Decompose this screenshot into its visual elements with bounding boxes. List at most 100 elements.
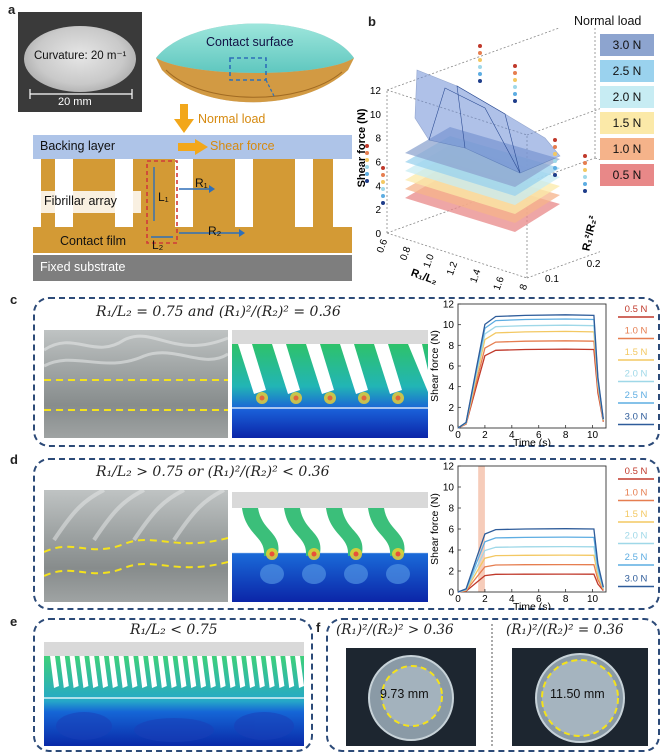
data-point: [513, 64, 517, 68]
fibril: [236, 656, 246, 688]
x-tick-label: 0.8: [398, 245, 413, 262]
surface-plot-3d: 0246810120.60.81.01.21.41.61.80.10.20.30…: [356, 28, 600, 290]
panel-d-frame: [33, 458, 660, 610]
fibril: [59, 656, 69, 688]
panel-label-c: c: [10, 292, 18, 307]
panel-label-e: e: [10, 614, 18, 629]
legend-entry: 2.5 N: [600, 60, 654, 82]
panel-e-frame: [33, 618, 313, 752]
series-legend-label: 0.5 N: [625, 304, 648, 315]
x-tick-label: 2: [482, 594, 488, 605]
x-axis-label: R₁/L₂: [409, 267, 439, 288]
y-tick-label: 6: [448, 525, 454, 536]
x-tick-label: 2: [482, 430, 488, 441]
axis-line: [386, 157, 596, 234]
series-line: [457, 545, 604, 593]
data-point: [381, 180, 385, 184]
contact-diameter-right: 11.50 mm: [550, 687, 605, 701]
panel-c-simulation: [232, 330, 428, 438]
y-tick-label: 2: [448, 567, 454, 578]
series-line: [457, 330, 604, 429]
panel-f-divider: [491, 624, 493, 748]
series-legend-label: 3.0 N: [625, 412, 648, 423]
fibril: [265, 656, 275, 688]
panel-label-b: b: [368, 14, 376, 29]
panel-e-simulation: [44, 642, 304, 746]
z-axis-label: Shear force (N): [356, 108, 368, 187]
data-point: [365, 144, 369, 148]
x-tick-label: 4: [509, 430, 515, 441]
series-legend-label: 0.5 N: [625, 466, 648, 477]
fibril: [275, 656, 285, 688]
panel-c-condition-and: and: [188, 304, 215, 320]
data-point: [513, 78, 517, 82]
x-tick-label: 4: [509, 594, 515, 605]
data-point: [365, 165, 369, 169]
y-tick-label: 0: [448, 424, 454, 435]
panel-d-micrograph-overlay: [44, 490, 228, 577]
series-legend-label: 2.5 N: [625, 390, 648, 401]
fibril: [246, 656, 255, 688]
panel-label-d: d: [10, 452, 18, 467]
legend-entry: 3.0 N: [600, 34, 654, 56]
panel-d-micrograph: [44, 490, 228, 602]
data-point: [513, 71, 517, 75]
contact-photo-right: [512, 648, 648, 746]
scale-bar: [29, 89, 133, 99]
y-tick-label: 0: [448, 588, 454, 599]
contact-surface-label: Contact surface: [206, 35, 294, 49]
z-tick-label: 2: [375, 205, 381, 216]
panel-c-micrograph: [44, 330, 228, 438]
y-tick-label: 10: [443, 320, 455, 331]
fibril: [69, 656, 79, 688]
series-line: [457, 573, 604, 593]
contact-surface-dome: [156, 23, 354, 103]
data-point: [583, 182, 587, 186]
data-point: [365, 179, 369, 183]
y-axis-label: Shear force (N): [429, 493, 441, 565]
fibril: [206, 656, 216, 688]
x-tick-label: 1.2: [445, 260, 460, 277]
legend-title: Normal load: [574, 14, 642, 28]
fibril: [138, 656, 148, 688]
curvature-label: Curvature: 20 m⁻¹: [34, 50, 127, 62]
x-axis-label: Time (s): [513, 437, 551, 446]
fibril: [79, 656, 89, 688]
z-tick-label: 4: [375, 181, 381, 192]
panel-c-condition-right: (R₁)²/(R₂)² = 0.36: [218, 304, 341, 320]
panel-d-simulation: [232, 492, 428, 602]
panel-label-f: f: [316, 620, 321, 635]
data-point: [583, 189, 587, 193]
contact-diameter-left: 9.73 mm: [380, 687, 429, 701]
sample-disc: [24, 26, 136, 92]
panel-f-left-condition: (R₁)²/(R₂)² > 0.36: [336, 622, 454, 638]
fibrillar-schematic: [33, 159, 352, 253]
fibril: [167, 656, 177, 688]
fibril: [128, 656, 138, 688]
series-legend-label: 3.0 N: [625, 574, 648, 585]
series-legend-label: 2.0 N: [625, 531, 648, 542]
y-tick-label: 0.1: [545, 274, 559, 285]
y-tick-label: 12: [443, 300, 455, 311]
x-axis-label: Time (s): [513, 601, 551, 610]
scale-label: 20 mm: [58, 96, 92, 108]
data-point: [381, 166, 385, 170]
fixed-substrate: [33, 255, 352, 281]
y-axis-label: Shear force (N): [429, 330, 441, 402]
x-tick-label: 0: [455, 430, 461, 441]
fibril: [108, 656, 118, 688]
data-point: [381, 201, 385, 205]
series-line: [457, 536, 604, 593]
data-point: [583, 175, 587, 179]
axis-line: [595, 28, 600, 60]
panel-e-condition: R₁/L₂ < 0.75: [130, 622, 218, 638]
sample-photo: Curvature: 20 m⁻¹ 20 mm: [18, 12, 142, 112]
series-legend-label: 1.5 N: [625, 509, 648, 520]
x-tick-label: 1.0: [422, 252, 437, 269]
data-point: [478, 58, 482, 62]
y-tick-label: 4: [448, 382, 454, 393]
l2-label: L₂: [152, 238, 164, 252]
z-tick-label: 6: [375, 158, 381, 169]
fibril: [255, 656, 265, 688]
series-line: [457, 554, 604, 593]
